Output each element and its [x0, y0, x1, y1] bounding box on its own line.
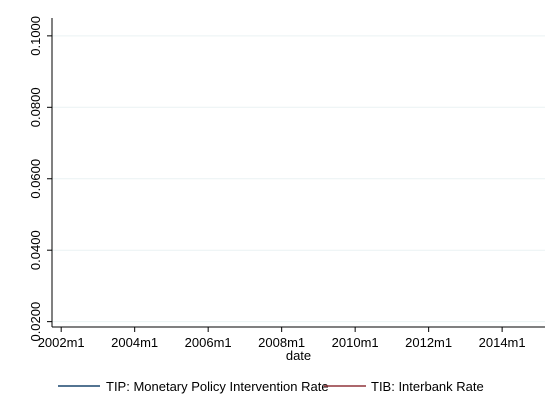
y-tick-label: 0.0600 — [28, 159, 43, 199]
y-tick-label: 0.0200 — [28, 302, 43, 342]
y-tick-label: 0.0400 — [28, 230, 43, 270]
x-axis-label: date — [286, 348, 311, 363]
y-tick-label: 0.1000 — [28, 16, 43, 56]
x-tick-label: 2002m1 — [38, 335, 85, 350]
legend-label: TIB: Interbank Rate — [371, 379, 484, 394]
x-tick-label: 2004m1 — [111, 335, 158, 350]
x-tick-label: 2006m1 — [185, 335, 232, 350]
x-tick-label: 2012m1 — [405, 335, 452, 350]
x-tick-label: 2010m1 — [332, 335, 379, 350]
y-tick-label: 0.0800 — [28, 87, 43, 127]
legend-label: TIP: Monetary Policy Intervention Rate — [106, 379, 329, 394]
x-tick-label: 2008m1 — [258, 335, 305, 350]
x-tick-label: 2014m1 — [479, 335, 526, 350]
